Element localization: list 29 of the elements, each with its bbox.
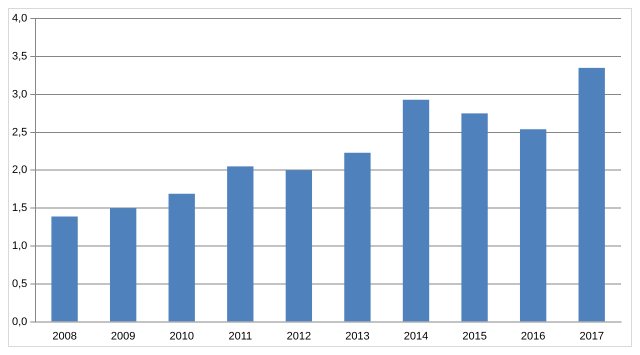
y-tick-label: 0,0 [12, 316, 28, 328]
y-tick-label: 0,5 [12, 278, 28, 290]
y-tick-label: 1,5 [12, 202, 28, 214]
y-tick-label: 3,0 [12, 88, 28, 100]
bar [344, 152, 371, 322]
x-tick-label: 2008 [52, 330, 77, 342]
x-tick-label: 2012 [286, 330, 312, 342]
x-tick-label: 2015 [462, 330, 487, 342]
bar [461, 113, 488, 322]
x-tick-label: 2017 [579, 330, 604, 342]
bar [227, 166, 254, 322]
bar [51, 216, 78, 322]
y-tick-label: 1,0 [12, 240, 28, 252]
bar [286, 170, 312, 322]
x-tick-label: 2010 [169, 330, 194, 342]
y-tick-label: 2,0 [12, 164, 28, 176]
y-tick-label: 2,5 [12, 126, 28, 138]
y-tick-label: 3,5 [12, 50, 28, 63]
x-tick-label: 2013 [345, 330, 370, 342]
bar [578, 68, 605, 322]
bar [110, 208, 136, 322]
bar [402, 100, 430, 322]
x-tick-label: 2009 [110, 330, 136, 342]
y-tick-label: 4,0 [12, 12, 28, 25]
bar [520, 129, 546, 322]
x-tick-label: 2014 [404, 330, 428, 342]
x-tick-label: 2011 [228, 330, 252, 342]
bar [168, 194, 195, 322]
x-tick-label: 2016 [520, 330, 546, 342]
